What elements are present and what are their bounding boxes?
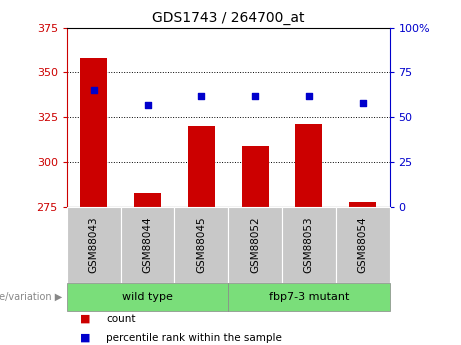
Text: genotype/variation ▶: genotype/variation ▶: [0, 292, 62, 302]
Point: [305, 93, 313, 99]
Text: ■: ■: [80, 314, 90, 324]
Text: GSM88043: GSM88043: [89, 217, 99, 273]
Title: GDS1743 / 264700_at: GDS1743 / 264700_at: [152, 11, 304, 25]
Bar: [134, 193, 161, 207]
Point: [359, 100, 366, 106]
Bar: [349, 201, 376, 207]
Point: [251, 93, 259, 99]
Text: percentile rank within the sample: percentile rank within the sample: [106, 333, 282, 343]
Bar: [242, 146, 268, 207]
Text: GSM88052: GSM88052: [250, 217, 260, 273]
Text: fbp7-3 mutant: fbp7-3 mutant: [269, 292, 349, 302]
Point: [144, 102, 151, 108]
Bar: [80, 58, 107, 207]
Point: [198, 93, 205, 99]
Text: GSM88053: GSM88053: [304, 217, 314, 273]
Text: wild type: wild type: [122, 292, 173, 302]
Bar: [188, 126, 215, 207]
Text: GSM88054: GSM88054: [358, 217, 368, 273]
Text: ■: ■: [80, 333, 90, 343]
Bar: [296, 125, 322, 207]
Text: GSM88044: GSM88044: [142, 217, 153, 273]
Text: count: count: [106, 314, 136, 324]
Point: [90, 88, 97, 93]
Text: GSM88045: GSM88045: [196, 217, 207, 273]
